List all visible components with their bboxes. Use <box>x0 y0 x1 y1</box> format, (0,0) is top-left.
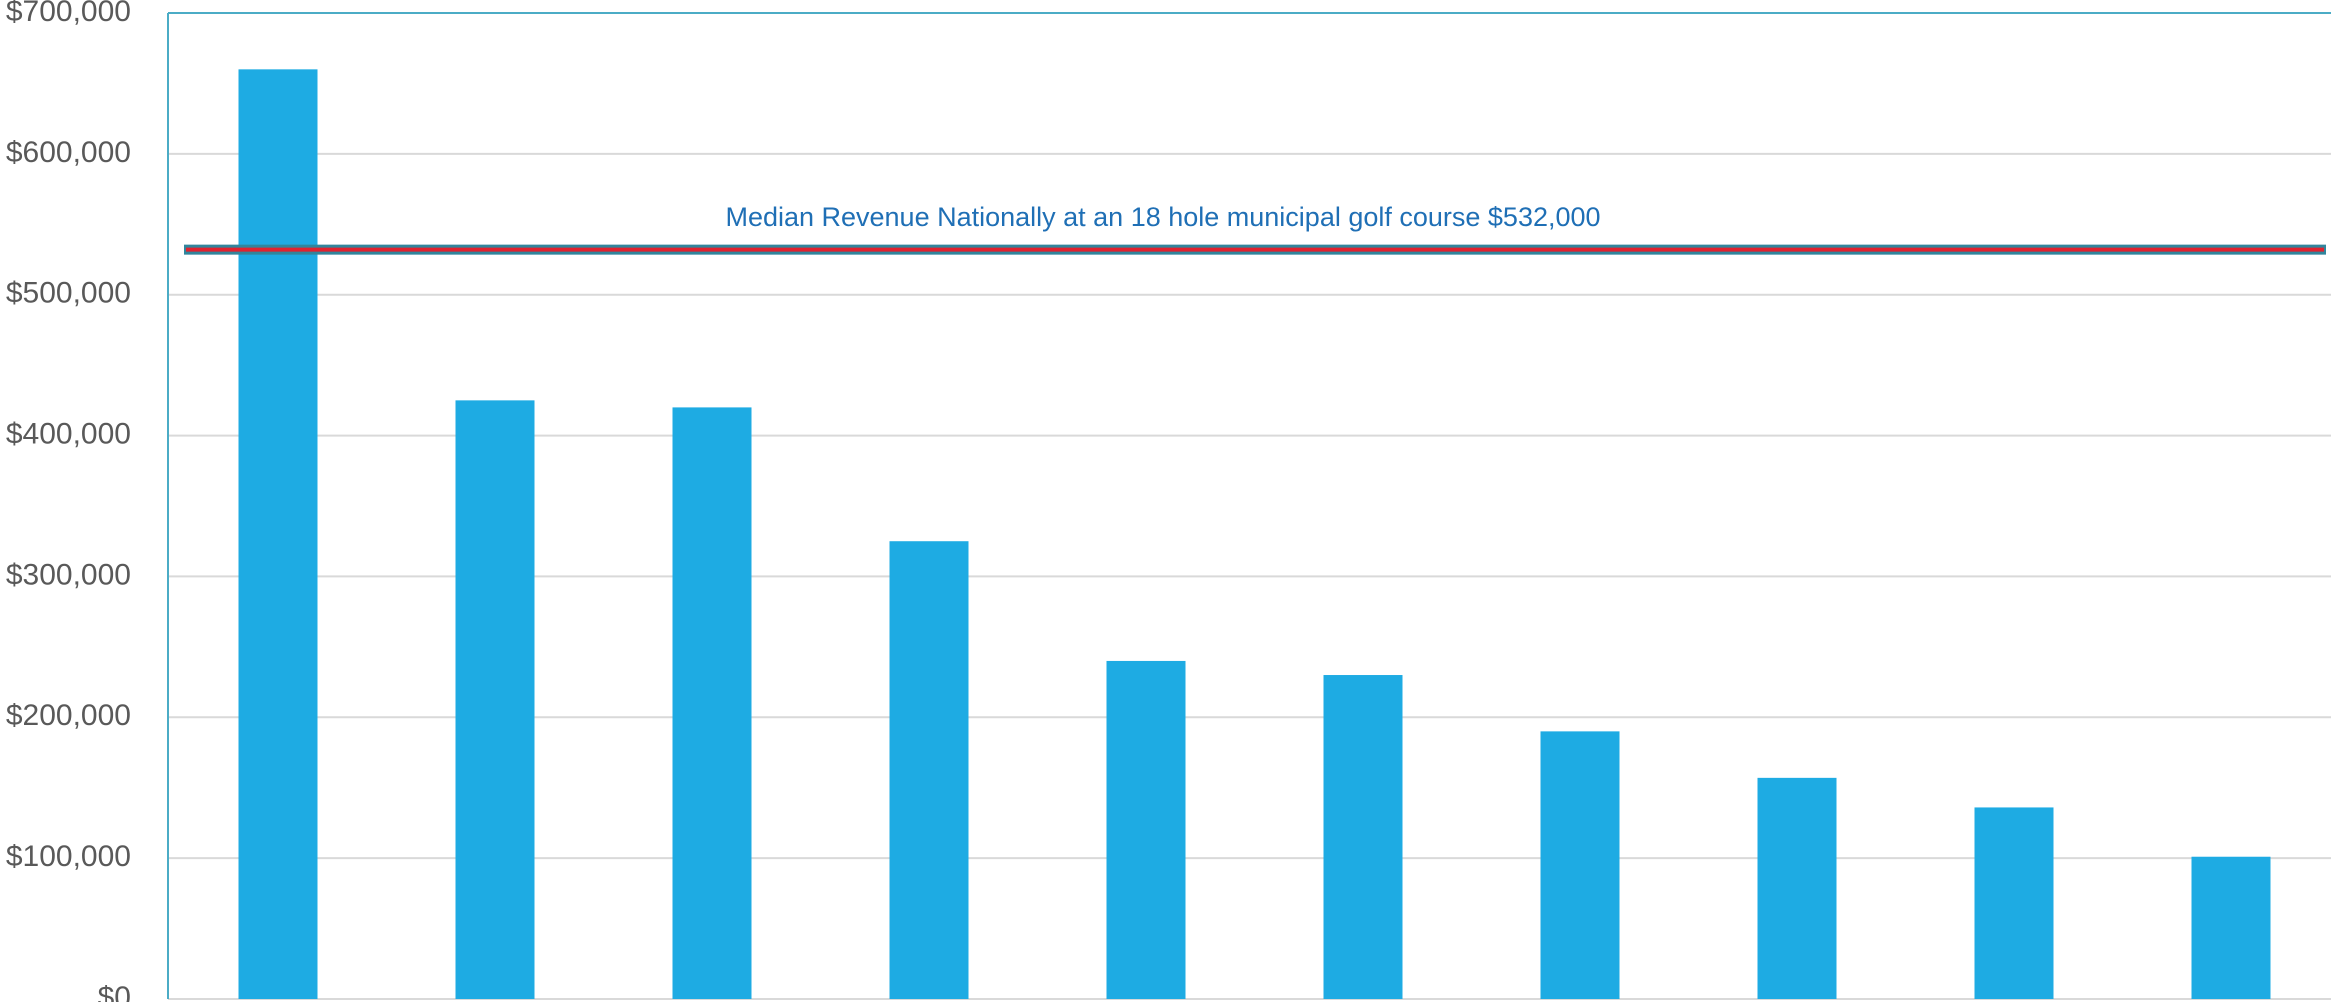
y-tick-label: $200,000 <box>6 699 131 732</box>
bar <box>1757 777 1837 999</box>
bar <box>672 407 752 999</box>
bar <box>1974 807 2054 999</box>
y-tick-label: $700,000 <box>6 0 131 28</box>
y-tick-label: $500,000 <box>6 277 131 310</box>
y-tick-label: $600,000 <box>6 136 131 169</box>
y-tick-label: $100,000 <box>6 840 131 873</box>
y-tick-label: $0 <box>98 981 131 1002</box>
reference-label: Median Revenue Nationally at an 18 hole … <box>725 202 1600 232</box>
bar <box>455 400 535 999</box>
y-tick-label: $300,000 <box>6 558 131 591</box>
bar <box>1106 660 1186 999</box>
y-tick-label: $400,000 <box>6 417 131 450</box>
bar <box>1540 731 1620 999</box>
bar <box>889 541 969 999</box>
bar <box>238 69 318 1000</box>
bar <box>2191 856 2271 999</box>
bar <box>1323 675 1403 999</box>
